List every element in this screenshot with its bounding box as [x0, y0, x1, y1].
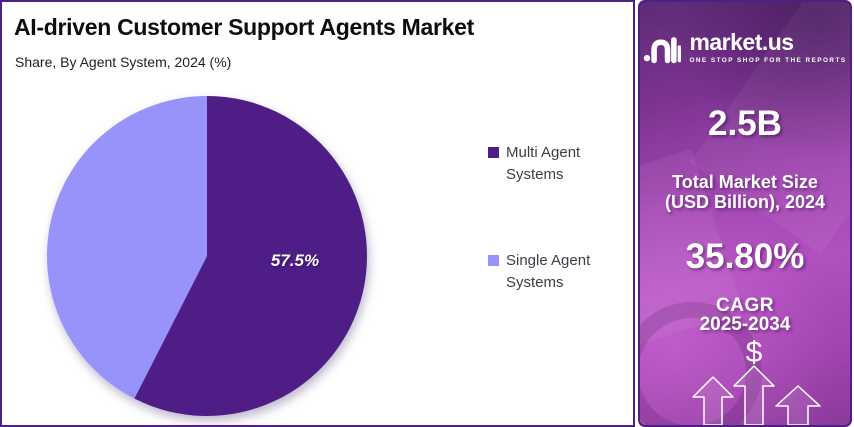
- chart-legend: Multi Agent Systems Single Agent Systems: [488, 142, 614, 294]
- market-size-value: 2.5B: [708, 104, 782, 143]
- pie-data-label: 57.5%: [270, 251, 320, 270]
- pie-slice-0: [134, 96, 368, 416]
- pie-svg: [47, 96, 368, 416]
- cagr-label: CAGR: [716, 295, 774, 316]
- dollar-icon: $: [746, 336, 763, 369]
- stats-sidebar: market.us ONE STOP SHOP FOR THE REPORTS …: [638, 0, 852, 427]
- brand-logo: market.us ONE STOP SHOP FOR THE REPORTS: [640, 30, 850, 64]
- chart-subtitle: Share, By Agent System, 2024 (%): [15, 54, 232, 70]
- legend-swatch-multi-agent: [488, 147, 499, 158]
- chart-title: AI-driven Customer Support Agents Market: [14, 14, 474, 40]
- growth-arrow-left: [692, 376, 734, 425]
- legend-swatch-single-agent: [488, 255, 499, 266]
- legend-label-single-agent: Single Agent Systems: [506, 252, 591, 291]
- market-us-logo-icon: [644, 37, 682, 64]
- growth-arrow-middle: [733, 365, 775, 425]
- legend-item-single-agent: Single Agent Systems: [488, 250, 614, 294]
- pie-slice-1: [47, 96, 207, 399]
- market-size-label-line2: (USD Billion), 2024: [664, 192, 826, 212]
- cagr-period: 2025-2034: [699, 314, 791, 335]
- brand-tagline: ONE STOP SHOP FOR THE REPORTS: [689, 56, 847, 64]
- cagr-value: 35.80%: [685, 237, 805, 276]
- chart-panel: AI-driven Customer Support Agents Market…: [0, 0, 635, 427]
- legend-item-multi-agent: Multi Agent Systems: [488, 142, 614, 186]
- brand-name: market.us: [689, 28, 794, 55]
- growth-arrows: $: [692, 336, 821, 425]
- logo-text: market.us ONE STOP SHOP FOR THE REPORTS: [689, 28, 847, 64]
- legend-label-multi-agent: Multi Agent Systems: [506, 144, 581, 183]
- pie-chart: 57.5%: [12, 86, 412, 426]
- market-size-label-line1: Total Market Size: [672, 172, 818, 192]
- growth-arrow-right: [775, 385, 821, 425]
